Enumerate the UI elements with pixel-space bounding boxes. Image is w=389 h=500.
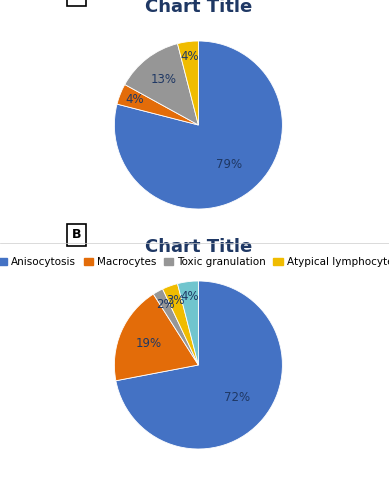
Wedge shape <box>177 281 198 365</box>
Legend: Anisocytosis, Macrocytes, Toxic granulation, Atypical lymphocytes: Anisocytosis, Macrocytes, Toxic granulat… <box>0 252 389 271</box>
Wedge shape <box>116 281 282 449</box>
Text: A: A <box>72 0 81 2</box>
Wedge shape <box>177 41 198 125</box>
Wedge shape <box>114 294 198 380</box>
Text: 3%: 3% <box>166 294 184 306</box>
Wedge shape <box>163 284 198 365</box>
Title: Chart Title: Chart Title <box>145 0 252 16</box>
Wedge shape <box>125 44 198 125</box>
Text: 4%: 4% <box>125 93 144 106</box>
Text: 72%: 72% <box>224 390 250 404</box>
Wedge shape <box>153 289 198 365</box>
Text: 4%: 4% <box>180 290 199 303</box>
Legend: Anisocytosis, Macrocytes, Toxic granulation, Atypical lymphocytes, Giant platele: Anisocytosis, Macrocytes, Toxic granulat… <box>42 498 354 500</box>
Text: 2%: 2% <box>156 298 175 311</box>
Text: 19%: 19% <box>135 337 161 350</box>
Text: 4%: 4% <box>180 50 199 63</box>
Title: Chart Title: Chart Title <box>145 238 252 256</box>
Text: 13%: 13% <box>151 74 176 86</box>
Text: B: B <box>72 228 81 241</box>
Wedge shape <box>117 84 198 125</box>
Wedge shape <box>114 41 282 209</box>
Text: 79%: 79% <box>216 158 242 172</box>
